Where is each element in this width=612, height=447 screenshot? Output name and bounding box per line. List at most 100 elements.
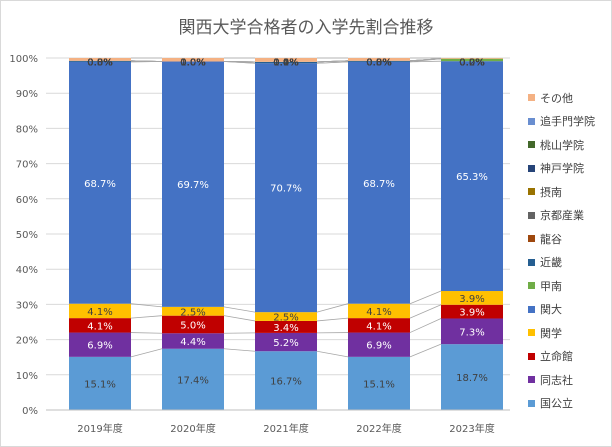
data-label: 15.1% bbox=[363, 379, 395, 390]
data-label: 0.0% bbox=[459, 58, 484, 69]
data-label: 0.0% bbox=[366, 58, 391, 69]
legend-swatch bbox=[528, 399, 535, 407]
y-tick-label: 60% bbox=[16, 195, 38, 206]
legend-swatch bbox=[528, 376, 535, 384]
data-label: 0.0% bbox=[366, 58, 391, 69]
data-label: 3.9% bbox=[459, 294, 484, 305]
legend-swatch bbox=[528, 141, 535, 149]
data-label: 69.7% bbox=[177, 180, 209, 191]
x-tick-label: 2020年度 bbox=[170, 422, 215, 435]
bar-segment bbox=[255, 332, 317, 352]
series-line bbox=[409, 290, 442, 305]
data-label: 0.2% bbox=[459, 58, 484, 69]
legend-item: 龍谷 bbox=[528, 227, 610, 251]
data-label: 1.0% bbox=[180, 58, 205, 69]
data-label: 0.0% bbox=[87, 58, 112, 69]
bar-segment bbox=[348, 303, 410, 319]
legend-label: 神戸学院 bbox=[540, 162, 584, 176]
data-label: 6.9% bbox=[366, 341, 391, 352]
legend-swatch bbox=[528, 94, 535, 102]
data-label: 0.0% bbox=[87, 58, 112, 69]
legend-item: 国公立 bbox=[528, 392, 610, 416]
series-line bbox=[316, 61, 349, 64]
series-line bbox=[409, 58, 442, 62]
data-label: 0.4% bbox=[273, 58, 298, 69]
bar-segment bbox=[348, 356, 410, 410]
series-line bbox=[223, 306, 256, 313]
legend-item: 摂南 bbox=[528, 180, 610, 204]
legend-item: 関学 bbox=[528, 321, 610, 345]
chart-title: 関西大学合格者の入学先割合推移 bbox=[178, 18, 434, 38]
y-tick-label: 40% bbox=[16, 265, 38, 276]
bar-segment bbox=[441, 344, 503, 410]
legend-label: 甲南 bbox=[540, 279, 562, 293]
legend-label: 龍谷 bbox=[540, 232, 562, 246]
series-line bbox=[409, 304, 442, 319]
legend-swatch bbox=[528, 329, 535, 337]
series-line bbox=[316, 317, 349, 322]
legend-label: 立命館 bbox=[540, 350, 573, 364]
data-label: 0.0% bbox=[273, 58, 298, 69]
y-tick-label: 70% bbox=[16, 160, 38, 171]
bar-segment bbox=[441, 58, 503, 59]
data-label: 0.0% bbox=[459, 58, 484, 69]
data-label: 1.1% bbox=[273, 58, 298, 69]
series-line bbox=[409, 318, 442, 333]
legend-item: 関大 bbox=[528, 298, 610, 322]
data-label: 0.0% bbox=[180, 58, 205, 69]
data-label: 0.0% bbox=[366, 58, 391, 69]
bar-segment bbox=[69, 61, 131, 304]
legend-label: 同志社 bbox=[540, 373, 573, 387]
bar-segment bbox=[255, 58, 317, 62]
y-tick-label: 50% bbox=[16, 230, 38, 241]
data-label: 0.0% bbox=[180, 58, 205, 69]
data-label: 0.0% bbox=[87, 58, 112, 69]
data-label: 16.7% bbox=[270, 377, 302, 388]
data-label: 7.3% bbox=[459, 327, 484, 338]
legend: その他 追手門学院 桃山学院 神戸学院 摂南 京都産業 龍谷 近畿 甲南 関大 関学 立命館 同志社 国公… bbox=[528, 86, 610, 415]
data-label: 0.0% bbox=[459, 58, 484, 69]
data-label: 65.3% bbox=[456, 172, 488, 183]
data-label: 0.0% bbox=[180, 58, 205, 69]
x-tick-label: 2019年度 bbox=[77, 422, 122, 435]
bar-segment bbox=[348, 60, 410, 62]
data-label: 70.7% bbox=[270, 184, 302, 195]
data-label: 5.0% bbox=[180, 320, 205, 331]
legend-label: 関学 bbox=[540, 326, 562, 340]
legend-label: 摂南 bbox=[540, 185, 562, 199]
legend-swatch bbox=[528, 211, 535, 219]
legend-item: 立命館 bbox=[528, 345, 610, 369]
legend-item: 桃山学院 bbox=[528, 133, 610, 157]
data-label: 2.5% bbox=[273, 313, 298, 324]
data-label: 0.0% bbox=[180, 58, 205, 69]
legend-swatch bbox=[528, 117, 535, 125]
bar-segment bbox=[162, 348, 224, 410]
data-label: 0.0% bbox=[273, 58, 298, 69]
series-line bbox=[316, 303, 349, 313]
data-label: 0.0% bbox=[273, 58, 298, 69]
bar-segment bbox=[162, 306, 224, 316]
legend-swatch bbox=[528, 305, 535, 313]
x-tick-label: 2023年度 bbox=[449, 422, 494, 435]
bar-segment bbox=[441, 58, 503, 62]
bar-segment bbox=[348, 318, 410, 333]
bar-segment bbox=[348, 61, 410, 304]
legend-swatch bbox=[528, 164, 535, 172]
bar-segment bbox=[255, 320, 317, 333]
bar-segment bbox=[69, 60, 131, 62]
legend-swatch bbox=[528, 282, 535, 290]
series-line bbox=[130, 60, 163, 62]
y-tick-label: 20% bbox=[16, 336, 38, 347]
bar-segment bbox=[441, 61, 503, 292]
data-label: 0.0% bbox=[459, 58, 484, 69]
legend-label: 追手門学院 bbox=[540, 115, 595, 129]
bar-segment bbox=[69, 58, 131, 61]
series-line bbox=[130, 303, 163, 308]
data-label: 4.4% bbox=[180, 337, 205, 348]
series-line bbox=[316, 60, 349, 63]
data-label: 0.0% bbox=[273, 58, 298, 69]
data-label: 3.9% bbox=[459, 308, 484, 319]
bar-segment bbox=[348, 58, 410, 61]
bar-segment bbox=[255, 61, 317, 64]
